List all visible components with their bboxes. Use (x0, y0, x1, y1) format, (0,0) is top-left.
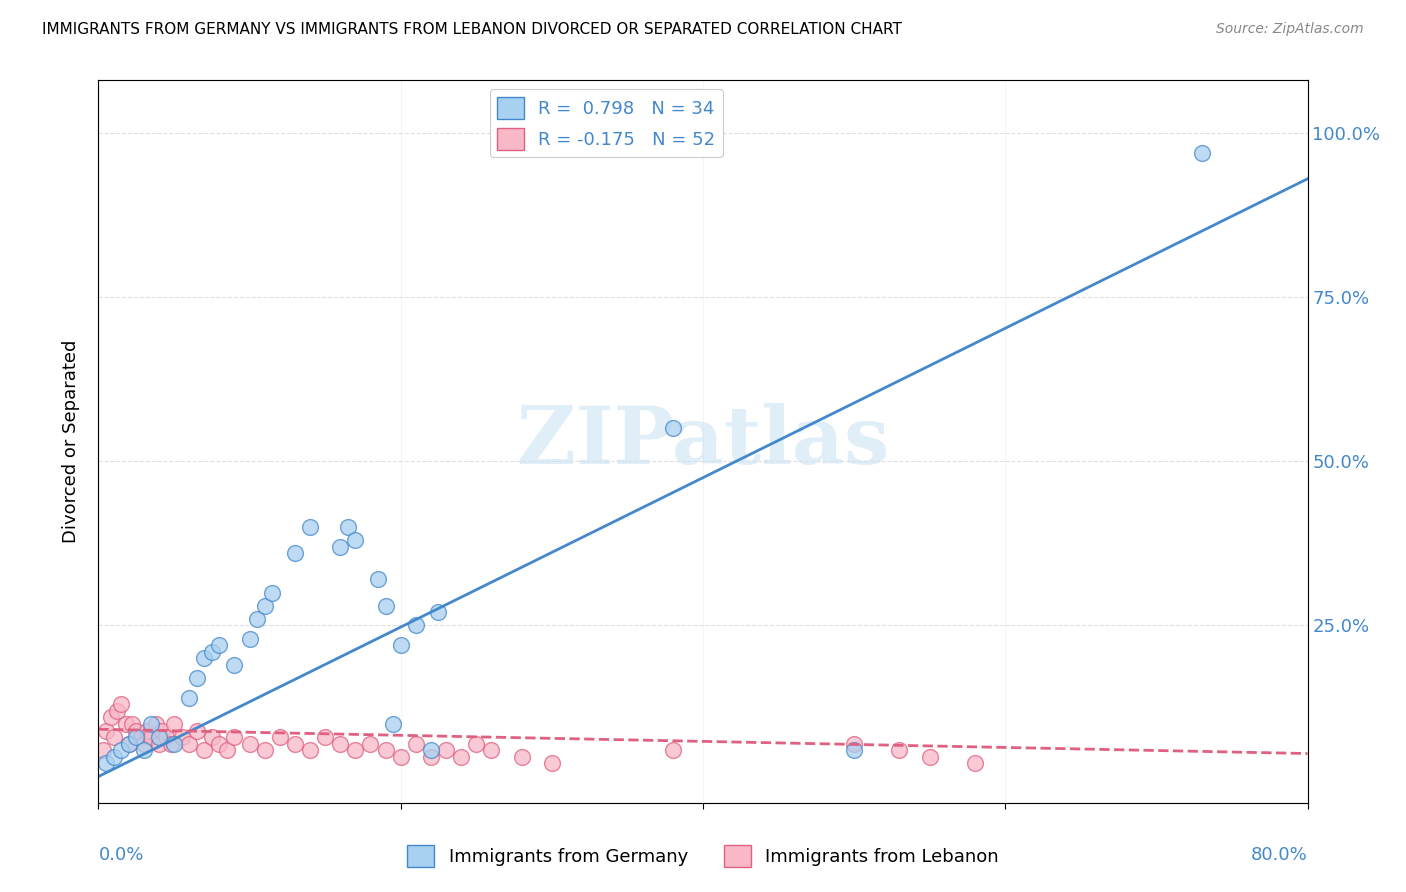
Point (110, 698, 132, 712)
Legend: R =  0.798   N = 34, R = -0.175   N = 52: R = 0.798 N = 34, R = -0.175 N = 52 (489, 89, 723, 157)
Point (465, 737, 488, 751)
Point (155, 730, 177, 744)
Point (179, 690, 201, 705)
Point (125, 730, 148, 744)
Point (360, 737, 382, 751)
Point (329, 737, 352, 751)
Point (389, 638, 412, 652)
Point (405, 618, 427, 632)
Point (103, 749, 125, 764)
Point (201, 645, 224, 659)
Point (132, 743, 155, 757)
Point (329, 540, 352, 554)
Point (336, 520, 359, 534)
Point (434, 743, 457, 757)
Point (344, 533, 367, 547)
Point (94, 756, 117, 771)
Point (148, 730, 170, 744)
Point (661, 421, 683, 435)
Point (208, 638, 231, 652)
Point (965, 756, 987, 771)
Point (382, 717, 405, 731)
Point (284, 546, 307, 560)
Point (269, 730, 291, 744)
Point (389, 749, 412, 764)
Point (284, 737, 307, 751)
Point (344, 743, 367, 757)
Point (160, 737, 183, 751)
Point (163, 737, 186, 751)
Point (253, 599, 276, 613)
Point (889, 743, 911, 757)
Point (420, 749, 443, 764)
Point (179, 737, 201, 751)
Legend: Immigrants from Germany, Immigrants from Lebanon: Immigrants from Germany, Immigrants from… (399, 838, 1007, 874)
Point (170, 730, 193, 744)
Point (201, 730, 224, 744)
Point (1191, 145, 1213, 160)
Point (450, 749, 472, 764)
Point (253, 743, 276, 757)
Point (114, 717, 136, 731)
Point (427, 605, 450, 619)
Point (105, 704, 128, 718)
Point (661, 743, 683, 757)
Point (239, 737, 262, 751)
Point (208, 737, 231, 751)
Point (186, 671, 208, 685)
Point (163, 717, 186, 731)
Point (224, 657, 246, 672)
Point (110, 743, 132, 757)
Point (193, 743, 215, 757)
Point (918, 749, 941, 764)
Point (314, 730, 336, 744)
Point (132, 737, 155, 751)
Point (94, 723, 117, 738)
Point (374, 743, 396, 757)
Text: ZIPatlas: ZIPatlas (517, 402, 889, 481)
Point (103, 730, 125, 744)
Point (239, 632, 262, 646)
Point (510, 749, 533, 764)
Point (420, 743, 443, 757)
Point (91, 743, 114, 757)
Point (215, 743, 238, 757)
Point (135, 723, 157, 738)
Point (844, 743, 866, 757)
Point (148, 737, 170, 751)
Text: 80.0%: 80.0% (1251, 847, 1308, 864)
Point (129, 730, 152, 744)
Text: Source: ZipAtlas.com: Source: ZipAtlas.com (1216, 22, 1364, 37)
Point (145, 717, 167, 731)
Point (844, 737, 866, 751)
Point (405, 737, 427, 751)
Text: IMMIGRANTS FROM GERMANY VS IMMIGRANTS FROM LEBANON DIVORCED OR SEPARATED CORRELA: IMMIGRANTS FROM GERMANY VS IMMIGRANTS FR… (42, 22, 903, 37)
Point (141, 730, 163, 744)
Point (118, 737, 141, 751)
Point (299, 520, 322, 534)
Point (186, 723, 208, 738)
Point (121, 717, 143, 731)
Point (246, 612, 269, 626)
Point (374, 599, 396, 613)
Point (224, 730, 246, 744)
Point (540, 756, 562, 771)
Point (367, 573, 389, 587)
Point (118, 737, 141, 751)
Point (150, 723, 173, 738)
Point (141, 717, 163, 731)
Point (262, 585, 284, 599)
Point (100, 710, 122, 724)
Text: 0.0%: 0.0% (98, 847, 143, 864)
Point (125, 723, 148, 738)
Point (299, 743, 322, 757)
Point (481, 743, 503, 757)
Point (193, 651, 215, 665)
Y-axis label: Divorced or Separated: Divorced or Separated (62, 340, 80, 543)
